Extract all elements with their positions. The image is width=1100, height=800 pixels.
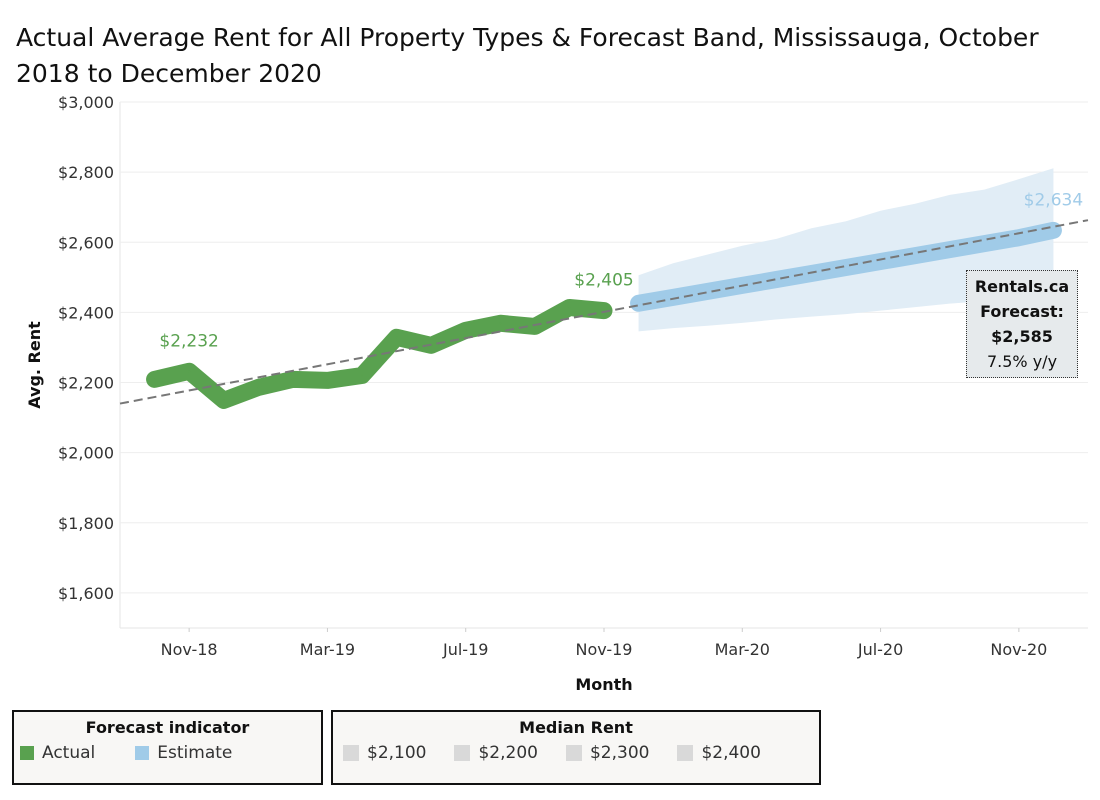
actual-point: [222, 399, 225, 402]
estimate-point: [845, 266, 847, 269]
data-label: $2,634: [1024, 190, 1083, 210]
estimate-swatch: [135, 746, 150, 760]
data-label: $2,405: [574, 271, 633, 291]
estimate-point: [914, 254, 917, 257]
actual-line: [146, 298, 613, 409]
legend-item-estimate[interactable]: Estimate: [135, 743, 232, 763]
y-tick-label: $2,000: [58, 444, 114, 463]
estimate-point: [879, 260, 882, 263]
y-tick-label: $2,200: [58, 374, 114, 393]
swatch: [454, 745, 471, 761]
legend-item-2100[interactable]: $2,100: [343, 743, 426, 763]
estimate-point: [948, 248, 951, 251]
legend-item-2300[interactable]: $2,300: [565, 743, 650, 763]
legend-label: Actual: [42, 743, 96, 763]
legend-label: $2,200: [478, 743, 538, 763]
legend-label: $2,300: [589, 743, 650, 763]
trend-line: [119, 219, 1089, 405]
x-tick-label: Nov-19: [576, 640, 633, 659]
y-tick-label: $1,800: [58, 514, 114, 533]
actual-point: [257, 386, 260, 389]
y-tick-label: $2,600: [58, 233, 114, 252]
legend-label: Estimate: [157, 743, 233, 763]
x-tick-label: Mar-20: [715, 640, 770, 659]
estimate-point: [706, 290, 709, 293]
swatch: [343, 745, 359, 761]
y-tick-label: $2,800: [58, 163, 114, 182]
annotation-line: Forecast:: [980, 302, 1064, 321]
data-label: $2,232: [159, 331, 218, 351]
legend-title: Forecast indicator: [85, 718, 250, 737]
actual-point: [395, 336, 398, 339]
x-axis-title: Month: [575, 675, 632, 694]
legend-label: $2,400: [701, 743, 761, 763]
legend-item-2200[interactable]: $2,200: [454, 743, 538, 763]
actual-point: [361, 374, 363, 377]
actual-point: [326, 379, 329, 382]
estimate-point: [1052, 229, 1055, 232]
y-tick-label: $2,400: [58, 303, 114, 322]
swatch: [565, 745, 582, 761]
estimate-point: [775, 278, 778, 281]
legend-item-actual[interactable]: Actual: [20, 743, 95, 763]
y-tick-label: $3,000: [58, 93, 114, 112]
x-tick-label: Jul-19: [442, 640, 488, 659]
median-rent-legend: Median Rent $2,100 $2,200 $2,300 $2,400: [331, 710, 821, 785]
actual-point: [464, 329, 467, 332]
estimate-point: [983, 242, 986, 245]
estimate-point: [1017, 236, 1020, 239]
actual-swatch: [20, 746, 34, 760]
swatch: [677, 745, 694, 761]
x-tick-label: Nov-20: [990, 640, 1047, 659]
legend-label: $2,100: [367, 743, 427, 763]
line-chart: $1,600 $1,800 $2,000 $2,200 $2,400 $2,600 $2,8…: [25, 93, 1089, 694]
y-axis-title: Avg. Rent: [25, 321, 44, 409]
annotation-line: Rentals.ca: [974, 277, 1070, 296]
y-tick-label: $1,600: [58, 584, 114, 603]
legend-item-2400[interactable]: $2,400: [677, 743, 761, 763]
annotation-line: $2,585: [991, 327, 1053, 346]
actual-point: [291, 378, 294, 381]
annotation-line: 7.5% y/y: [986, 352, 1058, 371]
forecast-annotation: Rentals.ca Forecast: $2,585 7.5% y/y: [966, 270, 1078, 378]
actual-point: [499, 322, 502, 325]
x-tick-label: Jul-20: [857, 640, 903, 659]
x-tick-label: Mar-19: [300, 640, 355, 659]
actual-point: [568, 306, 571, 309]
chart-title: Actual Average Rent for All Property Typ…: [16, 23, 1039, 88]
x-tick-label: Nov-18: [161, 640, 218, 659]
legend-title: Median Rent: [519, 718, 633, 737]
actual-point: [188, 370, 191, 373]
forecast-indicator-legend: Forecast indicator Actual Estimate: [12, 710, 323, 785]
actual-point: [153, 378, 156, 381]
estimate-point: [637, 302, 640, 305]
